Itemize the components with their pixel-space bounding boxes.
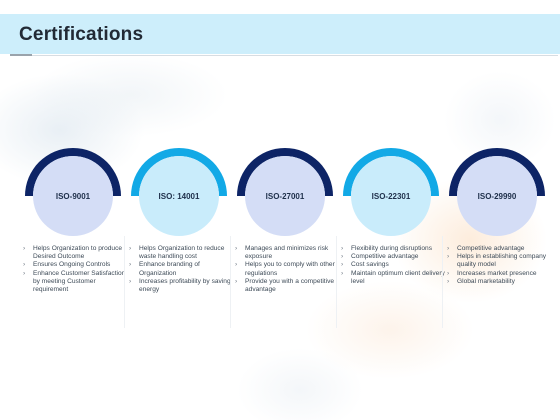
title-accent-dash: [10, 54, 32, 56]
column-divider: [336, 236, 337, 328]
benefit-list: Competitive advantageHelps in establishi…: [447, 245, 551, 286]
certification-card: ISO-9001 Helps Organization to produce De…: [23, 144, 125, 344]
page-title: Certifications: [19, 24, 144, 45]
certification-label: ISO: 14001: [158, 191, 200, 201]
certification-label: ISO-22301: [371, 191, 411, 201]
column-divider: [230, 236, 231, 328]
certification-label: ISO-27001: [265, 191, 305, 201]
benefit-item: Helps in establishing company quality mo…: [447, 253, 551, 269]
benefit-item: Competitive advantage: [341, 253, 445, 261]
benefit-item: Helps you to comply with other regulatio…: [235, 261, 339, 277]
benefit-item: Helps Organization to produce Desired Ou…: [23, 245, 127, 261]
arc-ring-icon: [237, 148, 333, 196]
header-band: Certifications: [0, 14, 560, 54]
certification-label: ISO-9001: [55, 191, 91, 201]
benefit-item: Maintain optimum client delivery level: [341, 270, 445, 286]
certification-badge: ISO-29990: [457, 156, 537, 236]
benefit-item: Manages and minimizes risk exposure: [235, 245, 339, 261]
benefit-item: Competitive advantage: [447, 245, 551, 253]
benefit-item: Enhance branding of Organization: [129, 261, 233, 277]
benefit-item: Increases market presence: [447, 270, 551, 278]
benefit-item: Provide you with a competitive advantage: [235, 278, 339, 294]
benefit-item: Flexibility during disruptions: [341, 245, 445, 253]
certification-label: ISO-29990: [477, 191, 517, 201]
certification-card: ISO-29990Competitive advantageHelps in e…: [447, 144, 547, 344]
benefit-item: Helps Organization to reduce waste handl…: [129, 245, 233, 261]
benefit-list: Helps Organization to produce Desired Ou…: [23, 245, 127, 294]
arc-ring-icon: [343, 148, 439, 196]
benefit-list: Manages and minimizes risk exposureHelps…: [235, 245, 339, 294]
arc-ring-icon: [449, 148, 545, 196]
certification-card: ISO-22301Flexibility during disruptionsC…: [341, 144, 445, 344]
column-divider: [124, 236, 125, 328]
benefit-list: Flexibility during disruptionsCompetitiv…: [341, 245, 445, 286]
benefit-item: Cost savings: [341, 261, 445, 269]
certification-badge: ISO: 14001: [139, 156, 219, 236]
column-divider: [442, 236, 443, 328]
certification-card: ISO: 14001 Helps Organization to reduce w…: [129, 144, 231, 344]
title-underline: [10, 55, 558, 56]
certification-card: ISO-27001Manages and minimizes risk expo…: [235, 144, 335, 344]
benefit-item: Ensures Ongoing Controls: [23, 261, 127, 269]
certification-badge: ISO-9001: [33, 156, 113, 236]
benefit-list: Helps Organization to reduce waste handl…: [129, 245, 233, 294]
arc-ring-icon: [131, 148, 227, 196]
certification-badge: ISO-22301: [351, 156, 431, 236]
benefit-item: Global marketability: [447, 278, 551, 286]
arc-ring-icon: [25, 148, 121, 196]
benefit-item: Increases profitability by saving energy: [129, 278, 233, 294]
benefit-item: Enhance Customer Satisfaction by meeting…: [23, 270, 127, 295]
certification-badge: ISO-27001: [245, 156, 325, 236]
